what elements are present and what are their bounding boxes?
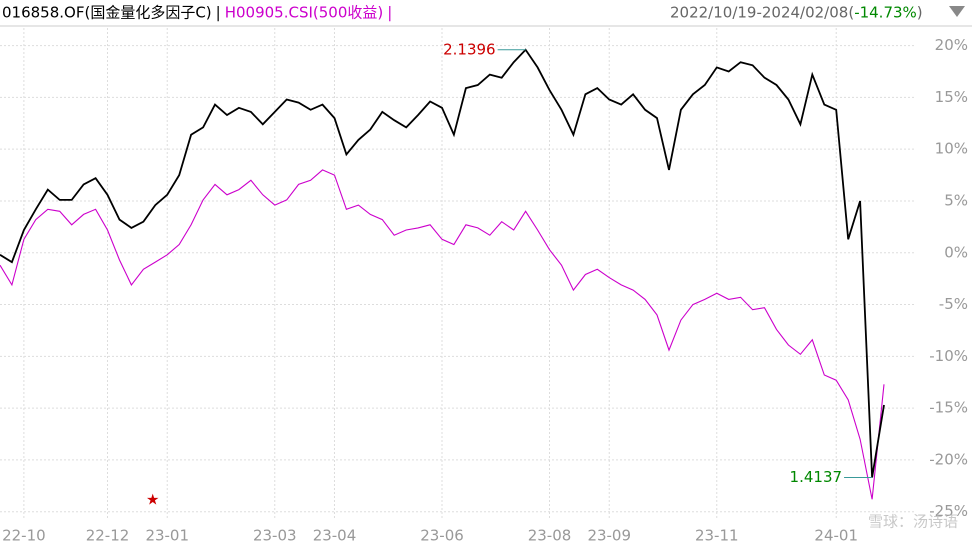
x-tick-label: 23-09 [587, 527, 631, 545]
series-line [0, 169, 885, 500]
annotation: 1.4137 [790, 468, 843, 486]
y-tick-label: 0% [944, 243, 968, 261]
x-tick-label: 23-03 [253, 527, 297, 545]
y-tick-label: 5% [944, 191, 968, 209]
x-tick-label: 22-12 [86, 527, 130, 545]
y-tick-label: -15% [929, 399, 968, 417]
y-tick-label: -20% [929, 450, 968, 468]
period-change: -14.73% [854, 4, 917, 22]
y-tick-label: 10% [935, 140, 968, 158]
x-tick-label: 23-04 [313, 527, 357, 545]
y-tick-label: -5% [939, 295, 968, 313]
x-tick-label: 22-10 [2, 527, 46, 545]
x-tick-label: 23-01 [145, 527, 189, 545]
x-tick-label: 23-11 [695, 527, 739, 545]
dropdown-arrow[interactable] [949, 6, 965, 17]
event-star: ★ [146, 491, 159, 509]
y-tick-label: -25% [929, 502, 968, 520]
y-tick-label: 20% [935, 36, 968, 54]
series-1-legend: H00905.CSI(500收益) [225, 4, 384, 22]
annotation: 2.1396 [443, 40, 496, 58]
plot: 20% 15% 10% 5% 0% -5% -10% -15% -20% -25% 22-10 22-… [0, 28, 968, 545]
series-line [0, 48, 885, 478]
series-0-legend: 016858.OF(国金量化多因子C) [2, 4, 212, 22]
date-range-close: ) [917, 4, 923, 22]
separator: | [387, 4, 392, 22]
separator: | [216, 4, 221, 22]
watermark: 雪球：汤诗语 [868, 513, 958, 531]
x-tick-label: 23-06 [420, 527, 464, 545]
x-tick-label: 23-08 [528, 527, 572, 545]
y-tick-label: -10% [929, 347, 968, 365]
date-range: 2022/10/19-2024/02/08( [670, 4, 854, 22]
x-tick-label: 24-01 [814, 527, 858, 545]
y-tick-label: 15% [935, 88, 968, 106]
